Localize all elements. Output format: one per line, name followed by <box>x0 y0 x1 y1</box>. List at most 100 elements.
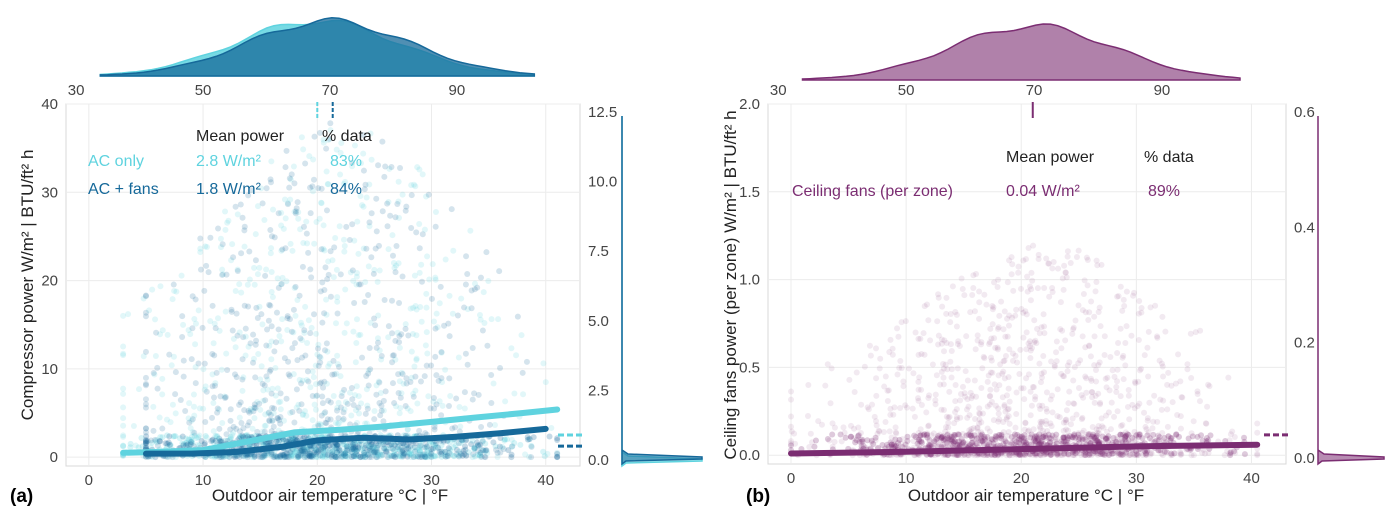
data-point <box>329 442 336 449</box>
data-point <box>339 417 346 424</box>
data-point <box>986 340 993 347</box>
data-point <box>1033 340 1040 347</box>
data-point <box>399 447 406 454</box>
data-point <box>288 328 295 335</box>
data-point <box>920 432 927 439</box>
data-point <box>302 452 309 459</box>
data-point <box>967 430 974 437</box>
data-point <box>1045 431 1052 438</box>
data-point <box>351 440 358 447</box>
data-point <box>353 451 360 458</box>
data-point <box>400 380 407 387</box>
data-point <box>874 430 881 437</box>
data-point <box>494 449 501 456</box>
data-point <box>350 439 357 446</box>
data-point <box>170 281 177 288</box>
data-point <box>241 302 248 309</box>
data-point <box>932 438 939 445</box>
data-point <box>1041 330 1048 337</box>
data-point <box>847 433 854 440</box>
data-point <box>1148 450 1155 457</box>
data-point <box>935 432 942 439</box>
data-point <box>273 453 280 460</box>
data-point <box>271 452 278 459</box>
data-point <box>1047 439 1054 446</box>
data-point <box>1114 436 1121 443</box>
data-point <box>353 447 360 454</box>
data-point <box>396 378 403 385</box>
data-point <box>256 400 263 407</box>
data-point <box>1133 450 1140 457</box>
data-point <box>298 448 305 455</box>
data-point <box>866 342 873 349</box>
data-point <box>315 362 322 369</box>
data-point <box>120 343 127 350</box>
data-point <box>340 416 347 423</box>
data-point <box>1042 417 1049 424</box>
data-point <box>242 453 249 460</box>
data-point <box>530 434 537 441</box>
data-point <box>1001 308 1008 315</box>
data-point <box>132 442 139 449</box>
data-point <box>373 445 380 452</box>
data-point <box>212 433 219 440</box>
data-point <box>859 437 866 444</box>
data-point <box>382 388 389 395</box>
data-point <box>456 404 463 411</box>
data-point <box>360 245 367 252</box>
data-point <box>1071 400 1078 407</box>
data-point <box>1088 298 1095 305</box>
data-point <box>396 214 403 221</box>
data-point <box>457 439 464 446</box>
data-point <box>417 378 424 385</box>
data-point <box>417 442 424 449</box>
data-point <box>404 405 411 412</box>
data-point <box>892 443 899 450</box>
data-point <box>947 436 954 443</box>
data-point <box>284 313 291 320</box>
data-point <box>1030 242 1037 249</box>
data-point <box>350 328 357 335</box>
data-point <box>912 329 919 336</box>
data-point <box>330 449 337 456</box>
panel-b-mean-markers <box>1031 102 1288 437</box>
data-point <box>1075 360 1082 367</box>
data-point <box>419 452 426 459</box>
data-point <box>309 183 316 190</box>
data-point <box>374 442 381 449</box>
data-point <box>261 382 268 389</box>
data-point <box>470 451 477 458</box>
data-point <box>275 438 282 445</box>
data-point <box>1094 430 1101 437</box>
data-point <box>233 425 240 432</box>
data-point <box>500 445 507 452</box>
data-point <box>882 418 889 425</box>
data-point <box>186 419 193 426</box>
data-point <box>528 454 535 461</box>
data-point <box>1156 434 1163 441</box>
data-point <box>1065 451 1072 458</box>
data-point <box>153 437 160 444</box>
data-point <box>278 280 285 287</box>
data-point <box>485 277 492 284</box>
data-point <box>157 283 164 290</box>
data-point <box>349 267 356 274</box>
data-point <box>432 276 439 283</box>
data-point <box>436 398 443 405</box>
data-point <box>1072 450 1079 457</box>
data-point <box>364 405 371 412</box>
data-point <box>456 428 463 435</box>
data-point <box>407 442 414 449</box>
data-point <box>284 454 291 461</box>
data-point <box>969 292 976 299</box>
data-point <box>1082 436 1089 443</box>
data-point <box>482 440 489 447</box>
data-point <box>1015 263 1022 270</box>
data-point <box>994 434 1001 441</box>
data-point <box>182 442 189 449</box>
data-point <box>937 438 944 445</box>
data-point <box>317 354 324 361</box>
data-point <box>261 450 268 457</box>
x-tick-label: 30 <box>1128 470 1145 487</box>
data-point <box>989 321 996 328</box>
